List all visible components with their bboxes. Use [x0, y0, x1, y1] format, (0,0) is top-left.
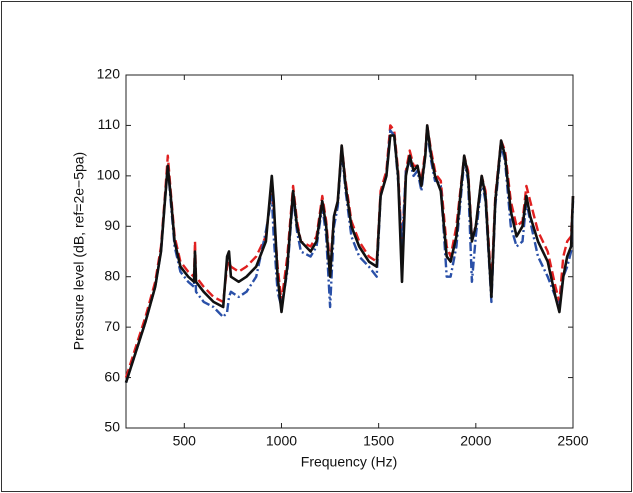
x-tick-label: 2500: [557, 433, 588, 449]
series-line: [124, 129, 575, 383]
series-line: [124, 124, 575, 383]
y-tick-label: 80: [104, 267, 120, 283]
y-tick-label: 60: [104, 368, 120, 384]
y-axis-label: Pressure level (dB, ref=2e−5pa): [71, 152, 87, 350]
series-line: [124, 124, 575, 378]
x-tick-label: 1500: [363, 433, 394, 449]
x-tick-label: 500: [173, 433, 197, 449]
y-tick-label: 120: [97, 66, 121, 82]
x-axis-label: Frequency (Hz): [301, 454, 397, 470]
y-tick-label: 100: [97, 167, 121, 183]
y-tick-label: 90: [104, 217, 120, 233]
x-tick-label: 1000: [266, 433, 297, 449]
x-tick-label: 2000: [460, 433, 491, 449]
y-tick-label: 70: [104, 318, 120, 334]
y-tick-label: 50: [104, 419, 120, 435]
plot-area: [125, 74, 574, 429]
y-tick-label: 110: [98, 116, 121, 132]
